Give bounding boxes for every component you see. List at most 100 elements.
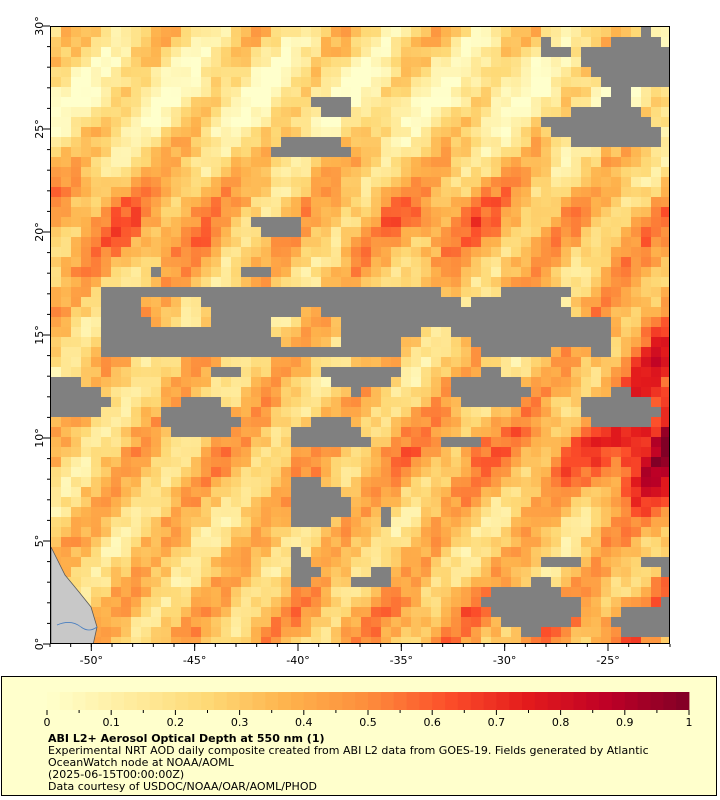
aod-cell bbox=[281, 27, 291, 37]
aod-cell bbox=[161, 607, 171, 617]
aod-cell bbox=[201, 27, 211, 37]
aod-cell bbox=[541, 537, 551, 547]
aod-cell bbox=[581, 267, 591, 277]
aod-cell bbox=[251, 547, 261, 557]
aod-cell bbox=[551, 147, 561, 157]
aod-cell bbox=[361, 167, 371, 177]
aod-cell bbox=[641, 377, 651, 387]
aod-cell bbox=[171, 137, 181, 147]
aod-cell bbox=[481, 417, 491, 427]
aod-cell bbox=[411, 37, 421, 47]
aod-cell bbox=[181, 277, 191, 287]
aod-cell bbox=[361, 637, 371, 643]
aod-cell bbox=[431, 387, 441, 397]
aod-cell bbox=[641, 147, 651, 157]
aod-cell bbox=[131, 157, 141, 167]
aod-cell bbox=[221, 47, 231, 57]
aod-cell bbox=[541, 507, 551, 517]
aod-cell bbox=[201, 267, 211, 277]
aod-cell bbox=[581, 307, 591, 317]
aod-cell bbox=[351, 97, 361, 107]
aod-cell bbox=[451, 167, 461, 177]
aod-cell bbox=[651, 437, 661, 447]
aod-cell bbox=[201, 257, 211, 267]
aod-cell bbox=[171, 387, 181, 397]
aod-cell bbox=[321, 187, 331, 197]
aod-cell bbox=[271, 187, 281, 197]
aod-cell bbox=[621, 457, 631, 467]
aod-cell bbox=[71, 157, 81, 167]
aod-cell bbox=[291, 277, 301, 287]
aod-cell bbox=[401, 47, 411, 57]
colorbar-segment bbox=[509, 692, 523, 710]
aod-cell bbox=[531, 517, 541, 527]
aod-cell bbox=[51, 197, 61, 207]
aod-cell bbox=[531, 507, 541, 517]
aod-cell bbox=[71, 107, 81, 117]
aod-cell bbox=[611, 227, 621, 237]
aod-cell bbox=[401, 277, 411, 287]
aod-cell bbox=[211, 387, 221, 397]
aod-cell bbox=[61, 367, 71, 377]
aod-cell bbox=[251, 127, 261, 137]
aod-cell bbox=[241, 617, 251, 627]
aod-cell bbox=[101, 267, 111, 277]
aod-cell bbox=[221, 117, 231, 127]
aod-cell bbox=[491, 177, 501, 187]
aod-cell bbox=[151, 107, 161, 117]
aod-cell bbox=[531, 247, 541, 257]
aod-cell bbox=[301, 637, 311, 643]
aod-cell bbox=[471, 557, 481, 567]
aod-cell bbox=[391, 567, 401, 577]
aod-cell bbox=[171, 537, 181, 547]
aod-cell bbox=[181, 207, 191, 217]
aod-cell bbox=[571, 577, 581, 587]
aod-cell bbox=[261, 447, 271, 457]
aod-cell bbox=[271, 537, 281, 547]
aod-cell bbox=[101, 437, 111, 447]
aod-cell bbox=[501, 557, 511, 567]
aod-cell bbox=[81, 247, 91, 257]
aod-cell bbox=[541, 67, 551, 77]
aod-cell bbox=[341, 137, 351, 147]
aod-cell bbox=[501, 107, 511, 117]
aod-cell bbox=[421, 267, 431, 277]
aod-cell bbox=[91, 337, 101, 347]
aod-cell bbox=[371, 47, 381, 57]
aod-cell bbox=[461, 97, 471, 107]
aod-cell bbox=[521, 117, 531, 127]
aod-cell bbox=[601, 357, 611, 367]
aod-cell bbox=[101, 257, 111, 267]
aod-cell bbox=[651, 307, 661, 317]
aod-cell bbox=[471, 77, 481, 87]
aod-cell bbox=[361, 457, 371, 467]
aod-cell bbox=[141, 627, 151, 637]
aod-cell bbox=[571, 247, 581, 257]
aod-cell bbox=[301, 67, 311, 77]
aod-cell bbox=[261, 407, 271, 417]
aod-cell bbox=[431, 87, 441, 97]
aod-cell bbox=[431, 477, 441, 487]
aod-cell bbox=[491, 67, 501, 77]
aod-cell bbox=[201, 517, 211, 527]
aod-cell bbox=[81, 457, 91, 467]
aod-cell bbox=[461, 237, 471, 247]
aod-cell bbox=[431, 257, 441, 267]
aod-cell bbox=[241, 417, 251, 427]
aod-cell bbox=[151, 357, 161, 367]
aod-cell bbox=[571, 187, 581, 197]
aod-cell bbox=[351, 357, 361, 367]
aod-cell bbox=[191, 237, 201, 247]
aod-cell bbox=[131, 167, 141, 177]
aod-cell bbox=[121, 377, 131, 387]
aod-cell bbox=[661, 177, 669, 187]
aod-cell bbox=[401, 157, 411, 167]
aod-cell bbox=[141, 467, 151, 477]
aod-cell bbox=[151, 277, 161, 287]
aod-cell bbox=[331, 237, 341, 247]
aod-cell bbox=[211, 237, 221, 247]
aod-cell bbox=[341, 127, 351, 137]
aod-cell bbox=[331, 197, 341, 207]
aod-cell bbox=[131, 477, 141, 487]
aod-cell bbox=[221, 97, 231, 107]
